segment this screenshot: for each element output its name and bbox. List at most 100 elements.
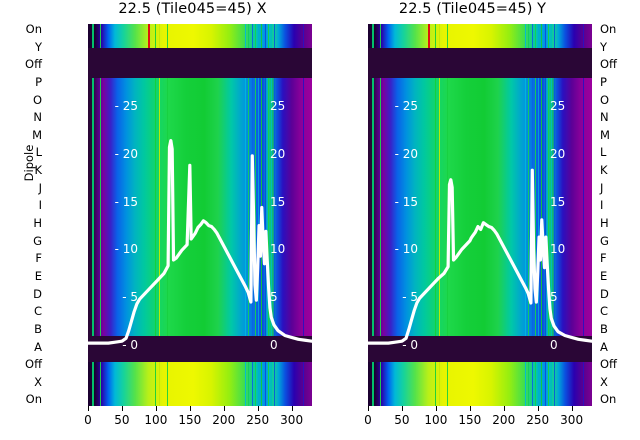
spectral-streak-4 xyxy=(166,78,168,336)
y-tick-label-inner-left-0: - 0 xyxy=(122,338,138,352)
x-tick-left-6 xyxy=(291,406,293,411)
band-bottom-streaks xyxy=(368,362,592,406)
spectral-streak-14 xyxy=(554,24,556,48)
spectral-streak-11 xyxy=(264,24,266,48)
spectral-streak-11 xyxy=(264,78,266,336)
y-tick-label-outer-right-2: 10 xyxy=(550,242,566,257)
spectral-streak-0 xyxy=(372,362,374,406)
x-tick-left-2 xyxy=(155,406,157,411)
dipole-label-right-0: On xyxy=(600,22,617,36)
band-top xyxy=(88,24,312,48)
spectral-streak-3 xyxy=(439,24,441,48)
spectral-streak-9 xyxy=(257,362,259,406)
spectral-streak-5 xyxy=(244,362,246,406)
spectral-streak-12 xyxy=(267,24,269,48)
spectral-streak-3 xyxy=(159,24,161,48)
x-tick-label-right-5: 250 xyxy=(526,413,550,427)
dipole-label-right-19: Off xyxy=(600,357,617,372)
dipole-label-right-10: I xyxy=(600,198,604,213)
dipole-label-left-19: Off xyxy=(25,357,42,372)
y-tick-label-inner-left-5: - 25 xyxy=(114,99,138,114)
spectral-streak-1 xyxy=(99,24,101,48)
x-tick-label-right-2: 100 xyxy=(424,413,448,427)
heatmap-panel-right[interactable]: - 0 0 - 5 5 - 10 10 - 15 15 - 20 20 - 25 25 xyxy=(368,24,592,406)
spectral-streak-9 xyxy=(537,78,539,336)
red-marker-icon xyxy=(428,24,430,48)
x-tick-label-right-4: 200 xyxy=(492,413,516,427)
spectral-streak-6 xyxy=(247,362,250,406)
dipole-label-left-18: A xyxy=(34,339,42,354)
x-tick-label-left-1: 50 xyxy=(114,413,130,427)
spectral-streak-9 xyxy=(257,24,259,48)
dipole-label-left-9: J xyxy=(38,180,42,195)
spectral-streak-15 xyxy=(583,362,585,406)
band-top-streaks xyxy=(88,24,312,48)
dipole-label-right-15: D xyxy=(600,286,609,301)
heatmap-panel-left[interactable]: - 0 0 - 5 5 - 10 10 - 15 15 - 20 20 - 25 25 xyxy=(88,24,312,406)
spectral-streak-3 xyxy=(159,362,161,406)
spectral-streak-2 xyxy=(435,78,437,336)
spectral-streak-12 xyxy=(267,78,269,336)
spectral-streak-15 xyxy=(583,24,585,48)
x-tick-right-3 xyxy=(469,406,471,411)
y-tick-label-inner-right-4: - 20 xyxy=(394,146,418,161)
spectral-streak-15 xyxy=(303,24,305,48)
dipole-label-left-16: C xyxy=(33,304,42,319)
spectral-streak-7 xyxy=(531,24,533,48)
spectral-streak-4 xyxy=(166,362,168,406)
spectral-streak-9 xyxy=(537,24,539,48)
spectral-streak-3 xyxy=(159,78,161,336)
spectral-streak-9 xyxy=(257,78,259,336)
x-tick-label-left-4: 200 xyxy=(212,413,236,427)
spectral-streak-5 xyxy=(524,362,526,406)
y-tick-label-inner-left-2: - 10 xyxy=(114,242,138,257)
spectral-streak-7 xyxy=(251,24,253,48)
x-tick-left-4 xyxy=(223,406,225,411)
y-tick-label-outer-right-3: 15 xyxy=(550,194,566,209)
x-tick-label-left-6: 300 xyxy=(280,413,304,427)
spectral-streak-13 xyxy=(551,362,553,406)
spectral-streak-5 xyxy=(244,78,246,336)
y-tick-label-inner-right-2: - 10 xyxy=(394,242,418,257)
spectral-streak-6 xyxy=(527,78,530,336)
dipole-label-right-7: L xyxy=(600,145,607,160)
dipole-label-left-10: I xyxy=(38,198,42,213)
y-tick-label-inner-left-1: - 5 xyxy=(122,290,138,305)
spectral-streak-6 xyxy=(527,362,530,406)
x-tick-left-3 xyxy=(189,406,191,411)
x-tick-right-5 xyxy=(537,406,539,411)
spectral-streak-4 xyxy=(166,24,168,48)
dipole-label-right-14: E xyxy=(600,268,608,283)
x-tick-label-right-6: 300 xyxy=(560,413,584,427)
dipole-label-left-1: Y xyxy=(34,39,42,54)
band-top-streaks xyxy=(368,24,592,48)
spectral-streak-10 xyxy=(260,24,263,48)
spectral-streak-8 xyxy=(254,362,256,406)
panel-title-left: 22.5 (Tile045=45) X xyxy=(118,1,267,17)
dipole-axis-caption: Dipole xyxy=(22,144,36,182)
spectral-streak-4 xyxy=(446,78,448,336)
spectral-streak-2 xyxy=(435,362,437,406)
x-tick-right-4 xyxy=(503,406,505,411)
spectral-streak-2 xyxy=(155,362,157,406)
spectral-streak-7 xyxy=(251,362,253,406)
dipole-label-right-9: J xyxy=(600,180,604,195)
spectral-streak-10 xyxy=(260,78,263,336)
spectral-streak-10 xyxy=(540,78,543,336)
spectral-streak-1 xyxy=(379,24,381,48)
dipole-label-left-11: H xyxy=(33,216,42,231)
dipole-label-left-21: On xyxy=(25,392,42,407)
dipole-label-right-18: A xyxy=(600,339,608,354)
x-tick-label-right-0: 0 xyxy=(364,413,372,427)
spectral-streak-11 xyxy=(264,362,266,406)
dipole-label-right-11: H xyxy=(600,216,609,231)
spectral-streak-13 xyxy=(271,24,273,48)
x-tick-label-left-0: 0 xyxy=(84,413,92,427)
spectral-streak-6 xyxy=(247,78,250,336)
spectral-streak-1 xyxy=(379,362,381,406)
spectral-streak-0 xyxy=(372,24,374,48)
spectral-streak-4 xyxy=(446,24,448,48)
dipole-label-right-6: M xyxy=(600,127,610,142)
dipole-label-right-2: Off xyxy=(600,57,617,72)
